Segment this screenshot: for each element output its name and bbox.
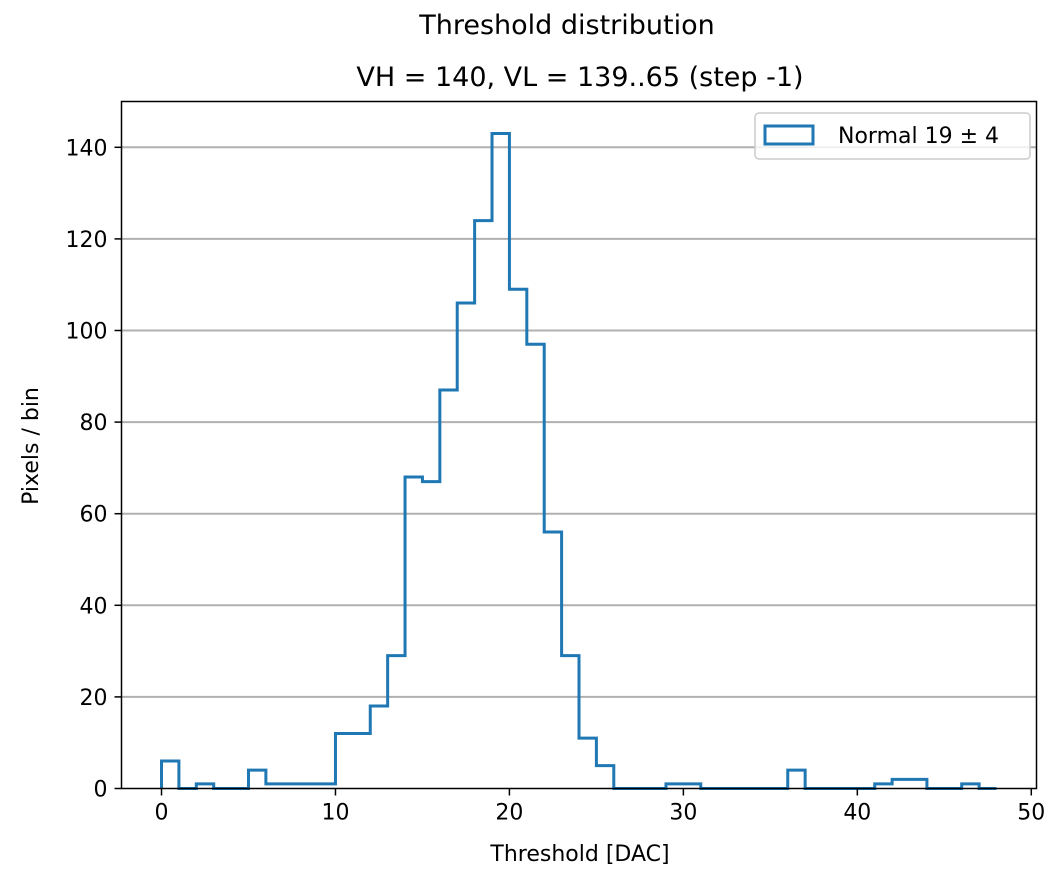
x-axis-label: Threshold [DAC]	[489, 842, 669, 867]
legend-label: Normal 19 ± 4	[838, 124, 999, 149]
y-axis-label: Pixels / bin	[19, 387, 44, 505]
legend-swatch	[763, 124, 815, 146]
grid-lines	[121, 146, 1037, 698]
y-tick-label-0: 0	[94, 778, 108, 803]
y-tick-label-120: 120	[66, 228, 108, 253]
y-tick-label-40: 40	[80, 594, 108, 619]
y-tick-label-80: 80	[80, 411, 108, 436]
y-tick-label-60: 60	[80, 503, 108, 528]
y-tick-label-140: 140	[66, 136, 108, 161]
plot-frame	[120, 100, 1038, 790]
x-tick-label-50: 50	[1017, 801, 1045, 826]
legend: Normal 19 ± 4	[754, 112, 1031, 160]
x-tick-label-30: 30	[669, 801, 697, 826]
x-tick-label-0: 0	[155, 801, 169, 826]
chart-subtitle: VH = 140, VL = 139..65 (step -1)	[356, 62, 803, 93]
x-tick-label-40: 40	[843, 801, 871, 826]
y-axis-ticks: 0 20 40 60 80 100 120 140	[66, 136, 122, 803]
x-tick-label-10: 10	[321, 801, 349, 826]
histogram-series-normal	[160, 132, 997, 790]
x-tick-label-20: 20	[495, 801, 523, 826]
x-axis-ticks: 0 10 20 30 40 50	[155, 788, 1045, 826]
chart-title: Threshold distribution	[418, 10, 715, 41]
y-tick-label-100: 100	[66, 320, 108, 345]
legend-box	[754, 112, 1031, 160]
y-tick-label-20: 20	[80, 686, 108, 711]
